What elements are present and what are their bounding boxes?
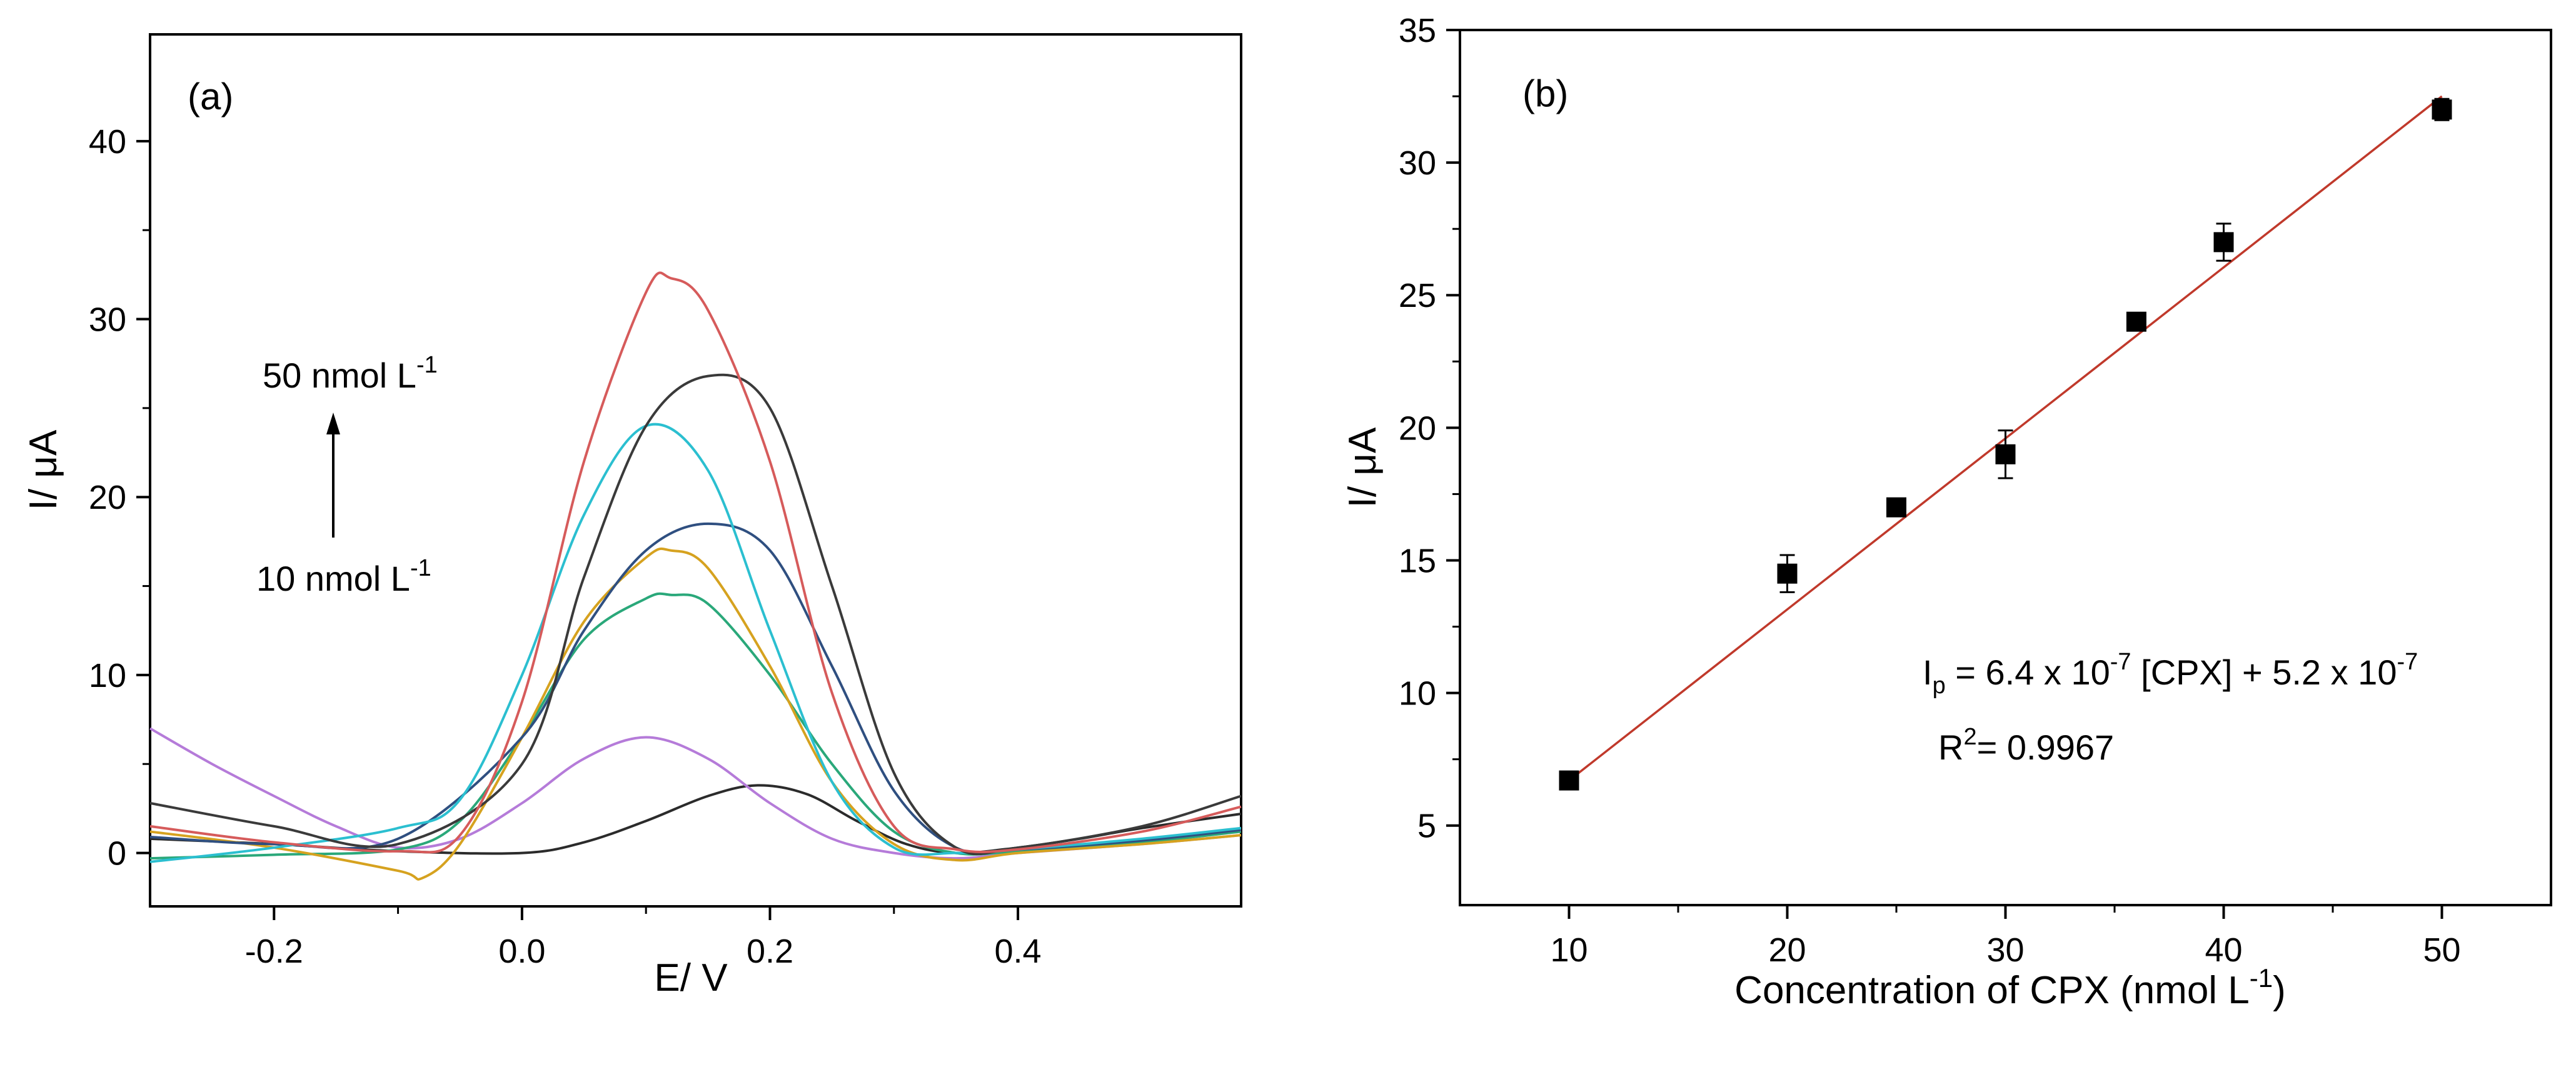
y-tick-label: 15 [1399,542,1436,579]
y-tick-label: 20 [89,479,126,516]
data-point [2432,99,2452,120]
data-point [2126,311,2146,332]
panel-a-xlabel: E/ V [654,956,728,999]
x-tick-label: 10 [1550,931,1587,969]
panel-a: -0.2 0.0 0.2 0.4 0 10 20 30 40 (a) 50 nmol L-1 1… [22,33,1242,999]
panel-a-frame [149,33,1242,908]
panel-b-label: (b) [1522,73,1568,114]
x-tick-label: 0.2 [747,933,793,970]
series-curve-orange [149,547,1242,881]
panel-a-curves [149,271,1242,881]
data-point [1777,563,1798,584]
x-tick-label: 0.4 [995,933,1042,970]
series-curve-red [149,271,1242,854]
y-tick-label: 40 [89,123,126,161]
annotation-bottom: 10 nmol L-1 [256,555,431,598]
panel-a-ylabel: I/ μA [22,429,65,510]
panel-b-ylabel: I/ μA [1341,427,1384,508]
equation: Ip = 6.4 x 10-7 [CPX] + 5.2 x 10-7 [1923,649,2418,699]
data-point [2213,232,2234,253]
panel-b-ticks: 10 20 30 40 50 5 10 15 20 25 30 35 [1399,12,2461,969]
x-tick-label: 20 [1768,931,1806,969]
y-tick-label: 30 [1399,144,1436,182]
series-curve-green [149,592,1242,860]
y-tick-label: 0 [108,835,126,873]
x-tick-label: 40 [2205,931,2242,969]
panel-b-xlabel: Concentration of CPX (nmol L-1) [1734,963,2286,1012]
y-tick-label: 10 [1399,675,1436,713]
series-curve-cyan [149,423,1242,863]
panel-a-ticks: -0.2 0.0 0.2 0.4 0 10 20 30 40 [89,123,1042,970]
x-tick-label: 30 [1986,931,2024,969]
y-tick-label: 10 [89,657,126,694]
y-tick-label: 30 [89,301,126,339]
data-point [1995,444,2016,464]
r-squared: R2= 0.9967 [1938,724,2114,767]
x-tick-label: 50 [2423,931,2460,969]
concentration-arrow-head [326,413,340,434]
y-tick-label: 25 [1399,277,1436,314]
x-tick-label: 0.0 [498,933,545,970]
panel-a-label: (a) [188,76,233,118]
y-tick-label: 20 [1399,409,1436,447]
annotation-top: 50 nmol L-1 [263,352,438,395]
data-point [1559,770,1579,791]
data-point [1886,497,1906,518]
x-tick-label: -0.2 [245,933,303,970]
series-curve-dark [149,373,1242,856]
y-tick-label: 5 [1417,808,1436,845]
y-tick-label: 35 [1399,12,1436,49]
panel-b-points [1559,98,2452,791]
panel-b: 10 20 30 40 50 5 10 15 20 25 30 35 (b) Ip = 6.4 x 1… [1341,12,2552,1012]
